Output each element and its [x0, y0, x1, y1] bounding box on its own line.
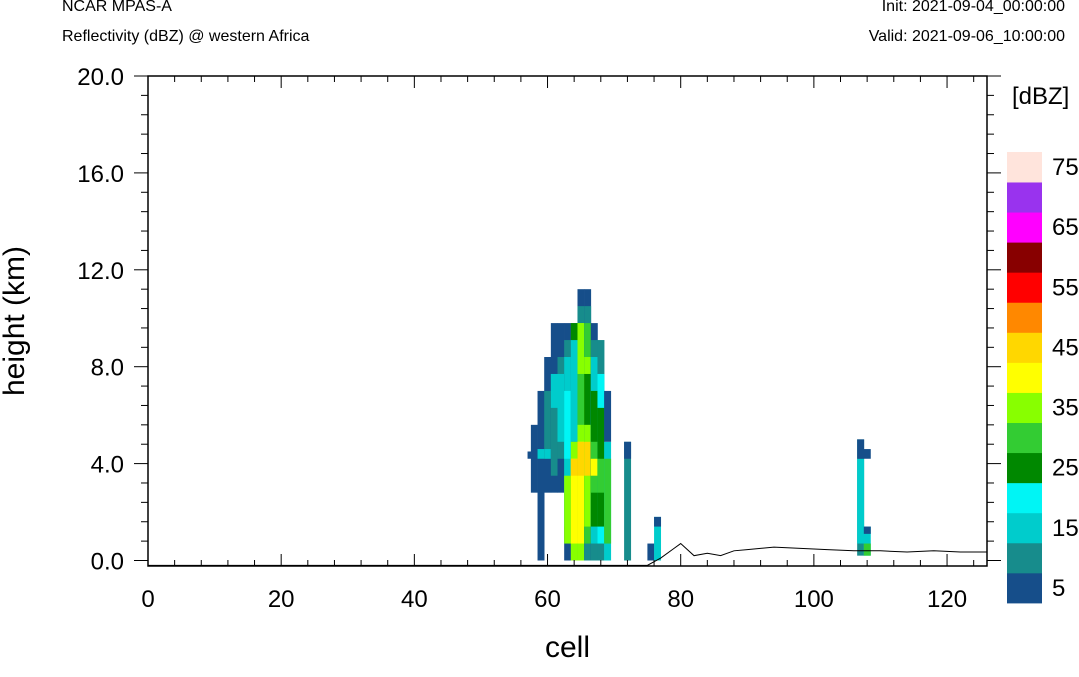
- reflectivity-cell: [550, 373, 558, 408]
- colorbar-swatch: [1007, 212, 1042, 243]
- x-tick-label: 60: [534, 586, 561, 613]
- colorbar-swatch: [1007, 302, 1042, 333]
- x-tick-label: 80: [667, 586, 694, 613]
- y-tick-label: 12.0: [77, 258, 124, 285]
- colorbar-swatch: [1007, 392, 1042, 423]
- reflectivity-cell: [584, 373, 592, 425]
- colorbar-swatch: [1007, 362, 1042, 393]
- colorbar-label: 75: [1052, 154, 1079, 181]
- reflectivity-cell: [597, 458, 605, 493]
- colorbar-label: 35: [1052, 395, 1079, 422]
- reflectivity-cell: [604, 390, 612, 442]
- reflectivity-cell: [570, 458, 578, 544]
- reflectivity-cell: [863, 449, 871, 459]
- reflectivity-cell: [863, 526, 871, 556]
- x-tick-label: 0: [141, 586, 154, 613]
- colorbar: 5 15 25 35 45 55 65 75 [dBZ]: [1007, 83, 1079, 604]
- colorbar-swatch: [1007, 512, 1042, 544]
- reflectivity-cell: [647, 543, 655, 561]
- colorbar-swatch: [1007, 452, 1042, 484]
- colorbar-label: 5: [1052, 575, 1065, 602]
- reflectivity-cell: [577, 373, 585, 425]
- reflectivity-cell: [624, 441, 632, 459]
- x-axis-title: cell: [545, 631, 590, 664]
- reflectivity-cell: [624, 441, 632, 561]
- colorbar-swatch: [1007, 422, 1042, 454]
- axes: 0 20 40 60 80 100 120 0.0 4.0 8.0 12.0 16.0 20.0: [77, 64, 1001, 613]
- y-tick-label: 16.0: [77, 161, 124, 188]
- x-tick-label: 40: [401, 586, 428, 613]
- reflectivity-cell: [863, 543, 871, 556]
- colorbar-swatch: [1007, 542, 1042, 574]
- colorbar-swatch: [1007, 332, 1042, 363]
- x-tick-label: 120: [927, 586, 967, 613]
- reflectivity-cell: [550, 373, 558, 476]
- reflectivity-cell: [604, 458, 612, 544]
- colorbar-swatch: [1007, 272, 1042, 303]
- reflectivity-cell: [857, 439, 865, 459]
- colorbar-swatch: [1007, 152, 1042, 183]
- colorbar-units: [dBZ]: [1012, 83, 1069, 110]
- reflectivity-cell: [577, 323, 585, 341]
- reflectivity-cell: [577, 441, 585, 476]
- colorbar-swatch: [1007, 242, 1042, 273]
- colorbar-swatch: [1007, 182, 1042, 213]
- reflectivity-cell: [564, 475, 572, 544]
- valid-time: Valid: 2021-09-06_10:00:00: [868, 28, 1065, 45]
- reflectivity-cell: [584, 441, 592, 476]
- reflectivity-cell: [590, 458, 598, 476]
- colorbar-swatch: [1007, 482, 1042, 514]
- plot-frame: [147, 75, 988, 567]
- reflectivity-cell: [537, 390, 545, 561]
- reflectivity-cell: [654, 516, 662, 527]
- reflectivity-cell: [564, 390, 572, 459]
- y-tick-label: 4.0: [91, 452, 124, 479]
- colorbar-label: 45: [1052, 334, 1079, 361]
- reflectivity-cell: [557, 373, 565, 442]
- model-title: NCAR MPAS-A: [62, 0, 172, 15]
- y-tick-label: 0.0: [91, 549, 124, 576]
- field-subtitle: Reflectivity (dBZ) @ western Africa: [62, 28, 310, 45]
- reflectivity-cell: [570, 340, 578, 442]
- reflectivity-cell: [544, 449, 552, 459]
- reflectivity-cells: [527, 289, 871, 561]
- init-time: Init: 2021-09-04_00:00:00: [881, 0, 1065, 15]
- reflectivity-cell: [530, 424, 538, 493]
- colorbar-label: 65: [1052, 214, 1079, 241]
- y-axis-title: height (km): [0, 246, 31, 396]
- colorbar-label: 55: [1052, 274, 1079, 301]
- colorbar-swatch: [1007, 572, 1042, 604]
- reflectivity-cell: [654, 516, 662, 561]
- y-tick-label: 20.0: [77, 64, 124, 91]
- colorbar-label: 25: [1052, 455, 1079, 482]
- x-tick-label: 100: [794, 586, 834, 613]
- reflectivity-cell: [577, 441, 585, 544]
- reflectivity-cell: [857, 458, 865, 544]
- reflectivity-cell: [570, 323, 578, 341]
- reflectivity-cell: [537, 449, 545, 459]
- reflectivity-cell: [570, 458, 578, 476]
- reflectivity-cell: [863, 526, 871, 534]
- x-tick-label: 20: [268, 586, 295, 613]
- colorbar-label: 15: [1052, 515, 1079, 542]
- reflectivity-cell: [544, 390, 552, 459]
- y-tick-label: 8.0: [91, 355, 124, 382]
